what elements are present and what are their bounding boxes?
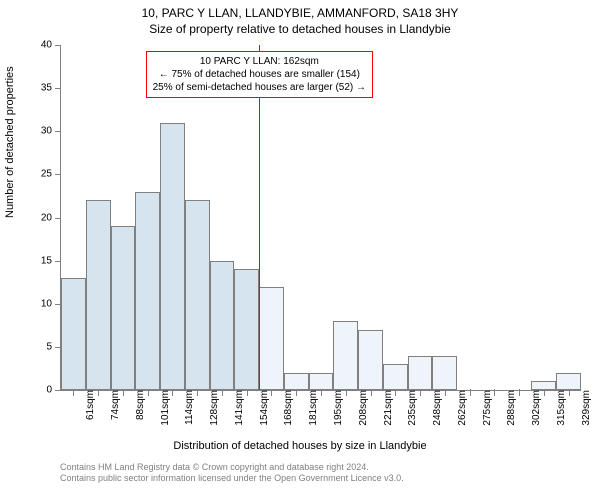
histogram-bar xyxy=(284,373,309,390)
x-tick xyxy=(148,390,149,396)
x-tick-label: 302sqm xyxy=(523,390,542,426)
x-tick xyxy=(544,390,545,396)
footer-credits: Contains HM Land Registry data © Crown c… xyxy=(60,462,580,485)
x-tick-label: 168sqm xyxy=(275,390,294,426)
x-tick-label: 74sqm xyxy=(102,390,121,420)
x-tick xyxy=(494,390,495,396)
x-tick xyxy=(73,390,74,396)
histogram-bar xyxy=(185,200,210,390)
x-tick-label: 221sqm xyxy=(375,390,394,426)
x-tick-label: 329sqm xyxy=(573,390,592,426)
chart-plot-area: 051015202530354061sqm74sqm88sqm101sqm114… xyxy=(60,45,581,391)
annotation-line: 25% of semi-detached houses are larger (… xyxy=(153,81,366,94)
x-tick xyxy=(371,390,372,396)
x-tick-label: 275sqm xyxy=(474,390,493,426)
footer-line-2: Contains public sector information licen… xyxy=(60,473,580,484)
x-tick xyxy=(569,390,570,396)
x-tick-label: 235sqm xyxy=(399,390,418,426)
histogram-bar xyxy=(309,373,334,390)
histogram-bar xyxy=(358,330,383,390)
x-tick xyxy=(321,390,322,396)
x-axis-label: Distribution of detached houses by size … xyxy=(0,440,600,452)
x-tick xyxy=(172,390,173,396)
annotation-box: 10 PARC Y LLAN: 162sqm← 75% of detached … xyxy=(146,51,373,98)
x-tick xyxy=(271,390,272,396)
histogram-bar xyxy=(383,364,408,390)
y-tick-label: 40 xyxy=(41,40,61,51)
histogram-bar xyxy=(61,278,86,390)
y-tick-label: 15 xyxy=(41,255,61,266)
x-tick-label: 315sqm xyxy=(548,390,567,426)
x-tick xyxy=(519,390,520,396)
y-tick-label: 35 xyxy=(41,83,61,94)
x-tick-label: 262sqm xyxy=(449,390,468,426)
x-tick xyxy=(346,390,347,396)
histogram-bar xyxy=(86,200,111,390)
annotation-line: ← 75% of detached houses are smaller (15… xyxy=(153,68,366,81)
histogram-bar xyxy=(111,226,136,390)
x-tick xyxy=(247,390,248,396)
histogram-bar xyxy=(234,269,259,390)
x-tick xyxy=(222,390,223,396)
annotation-line: 10 PARC Y LLAN: 162sqm xyxy=(153,55,366,68)
x-tick-label: 288sqm xyxy=(498,390,517,426)
x-tick-label: 101sqm xyxy=(152,390,171,426)
x-tick xyxy=(296,390,297,396)
histogram-bar xyxy=(160,123,185,390)
histogram-bar xyxy=(135,192,160,390)
y-axis-label: Number of detached properties xyxy=(4,66,16,218)
page-title-sub: Size of property relative to detached ho… xyxy=(0,22,600,36)
histogram-bar xyxy=(531,381,556,390)
x-tick-label: 208sqm xyxy=(350,390,369,426)
y-tick-label: 0 xyxy=(46,385,61,396)
x-tick-label: 61sqm xyxy=(77,390,96,420)
x-tick-label: 128sqm xyxy=(201,390,220,426)
footer-line-1: Contains HM Land Registry data © Crown c… xyxy=(60,462,580,473)
histogram-bar xyxy=(432,356,457,391)
x-tick-label: 114sqm xyxy=(176,390,195,425)
y-tick-label: 25 xyxy=(41,169,61,180)
x-tick-label: 248sqm xyxy=(424,390,443,426)
x-tick xyxy=(197,390,198,396)
y-tick-label: 10 xyxy=(41,298,61,309)
x-tick-label: 181sqm xyxy=(300,390,319,426)
x-tick xyxy=(123,390,124,396)
y-tick-label: 5 xyxy=(46,341,61,352)
y-tick-label: 30 xyxy=(41,126,61,137)
y-tick-label: 20 xyxy=(41,212,61,223)
histogram-bar xyxy=(408,356,433,391)
x-tick xyxy=(470,390,471,396)
x-tick-label: 141sqm xyxy=(226,390,245,426)
x-tick xyxy=(395,390,396,396)
x-tick-label: 154sqm xyxy=(251,390,270,426)
x-tick-label: 88sqm xyxy=(127,390,146,420)
histogram-bar xyxy=(333,321,358,390)
histogram-bar xyxy=(259,287,284,391)
histogram-bar xyxy=(210,261,235,390)
x-tick xyxy=(445,390,446,396)
histogram-bar xyxy=(556,373,581,390)
x-tick-label: 195sqm xyxy=(325,390,344,426)
page-title-address: 10, PARC Y LLAN, LLANDYBIE, AMMANFORD, S… xyxy=(0,6,600,20)
x-tick xyxy=(420,390,421,396)
x-tick xyxy=(98,390,99,396)
